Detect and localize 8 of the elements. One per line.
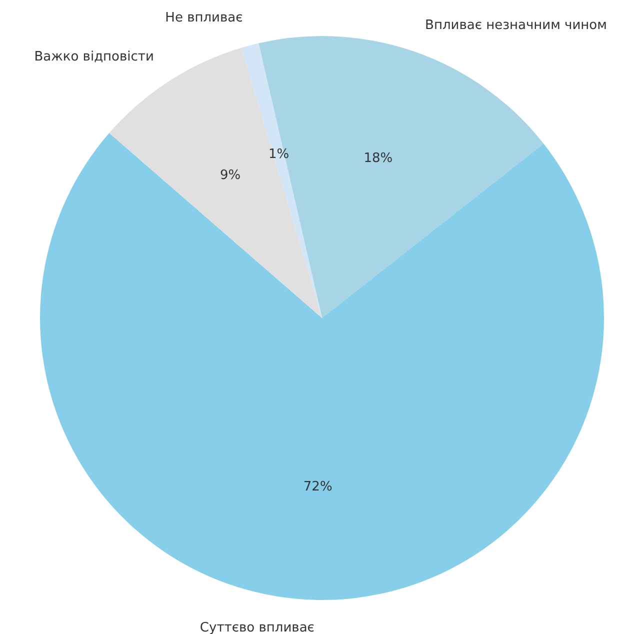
slice-label: Впливає незначним чином	[425, 18, 607, 33]
slice-label: Важко відповісти	[34, 50, 154, 65]
data-label: 72%	[303, 480, 332, 495]
slice-label: Не впливає	[165, 10, 243, 26]
data-label: 1%	[268, 146, 290, 162]
slice-label: Суттєво впливає	[200, 620, 314, 634]
data-label: 9%	[220, 168, 241, 184]
data-label: 18%	[364, 150, 393, 166]
